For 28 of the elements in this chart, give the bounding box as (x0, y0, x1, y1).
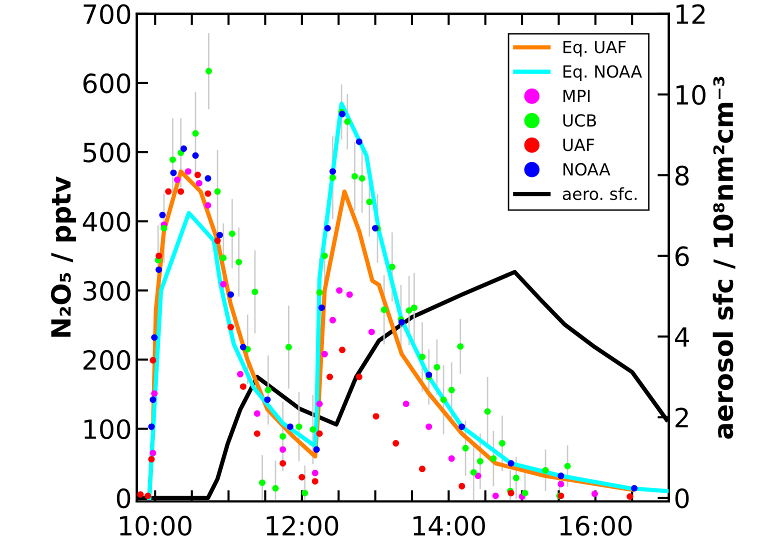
y-tick-label: 600 (83, 73, 130, 94)
y-tick-label: 300 (84, 280, 130, 301)
y2-tick-label: 12 (676, 4, 705, 24)
x-tick-label: 12:00 (266, 516, 338, 536)
legend-label: UCB (563, 114, 596, 127)
legend-label: MPI (564, 90, 590, 102)
y-tick-label: 100 (84, 419, 130, 440)
y-tick-label: 400 (82, 212, 130, 232)
y-axis-title: N₂O₅ / pptv (50, 176, 76, 337)
y-tick-label: 0 (116, 488, 130, 508)
legend-label: UAF (563, 138, 594, 152)
y2-tick-label: 6 (676, 246, 689, 266)
y2-tick-label: 0 (675, 488, 689, 508)
y2-tick-label: 10 (676, 84, 706, 105)
y-tick-label: 500 (84, 142, 130, 163)
legend-label: Eq. UAF (564, 40, 626, 57)
x-tick-label: 14:00 (414, 516, 485, 536)
y2-tick-label: 8 (675, 166, 689, 186)
x-tick-label: 16:00 (560, 516, 632, 536)
x-tick-label: 10:00 (120, 516, 192, 536)
legend-label: Eq. NOAA (564, 65, 642, 82)
y-tick-label: 700 (84, 4, 130, 24)
legend-label: aero. sfc. (562, 187, 637, 200)
y2-tick-label: 4 (674, 327, 689, 347)
y-tick-label: 200 (84, 350, 130, 370)
y2-axis-title: aerosol sfc / 10⁸nm²cm⁻³ (712, 76, 736, 439)
y2-tick-label: 2 (676, 408, 688, 428)
legend-label: NOAA (564, 163, 610, 176)
